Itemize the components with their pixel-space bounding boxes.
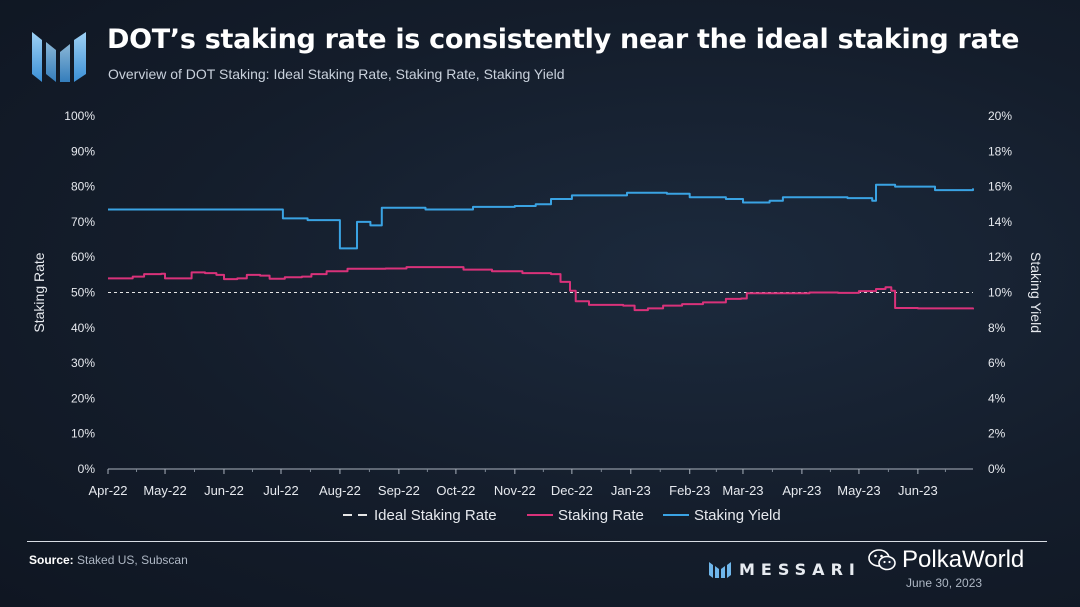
x-tick-label: Jun-23 xyxy=(898,483,938,498)
y-left-tick-label: 70% xyxy=(71,215,95,229)
y-right-tick-label: 12% xyxy=(988,250,1012,264)
y-left-tick-label: 20% xyxy=(71,391,95,405)
source-label: Source: xyxy=(29,553,74,567)
x-tick-label: Apr-23 xyxy=(782,483,821,498)
y-right-tick-label: 8% xyxy=(988,321,1006,335)
y-right-tick-label: 0% xyxy=(988,462,1006,476)
y-left-tick-label: 10% xyxy=(71,427,95,441)
y-left-tick-label: 80% xyxy=(71,180,95,194)
staking-yield-series-line xyxy=(108,183,974,250)
x-tick-label: Mar-23 xyxy=(722,483,763,498)
x-tick-label: Sep-22 xyxy=(378,483,420,498)
x-tick-label: Aug-22 xyxy=(319,483,361,498)
x-tick-label: May-23 xyxy=(837,483,880,498)
x-tick-label: Apr-22 xyxy=(88,483,127,498)
legend-label: Staking Rate xyxy=(558,507,644,524)
y-left-axis-title: Staking Rate xyxy=(31,252,47,332)
watermark: PolkaWorld xyxy=(868,546,1024,574)
y-right-tick-label: 18% xyxy=(988,144,1012,158)
page-subtitle: Overview of DOT Staking: Ideal Staking R… xyxy=(108,66,565,82)
watermark-text: PolkaWorld xyxy=(902,546,1025,573)
staking-rate-series-line xyxy=(108,266,974,312)
y-left-tick-label: 0% xyxy=(78,462,96,476)
y-left-tick-label: 40% xyxy=(71,321,95,335)
y-right-tick-label: 6% xyxy=(988,356,1006,370)
y-left-tick-label: 50% xyxy=(71,286,95,300)
page-title: DOT’s staking rate is consistently near … xyxy=(107,24,1020,55)
x-tick-label: Jun-22 xyxy=(204,483,244,498)
y-right-tick-label: 20% xyxy=(988,109,1012,123)
messari-brand: MESSARI xyxy=(709,560,861,579)
y-right-tick-label: 14% xyxy=(988,215,1012,229)
y-left-tick-label: 60% xyxy=(71,250,95,264)
messari-wordmark: MESSARI xyxy=(739,560,861,579)
legend-label: Ideal Staking Rate xyxy=(374,507,497,524)
legend-label: Staking Yield xyxy=(694,507,781,524)
y-left-tick-label: 90% xyxy=(71,144,95,158)
x-tick-label: Feb-23 xyxy=(669,483,710,498)
x-tick-label: Jan-23 xyxy=(611,483,651,498)
report-date: June 30, 2023 xyxy=(906,576,983,590)
messari-small-logo-icon xyxy=(709,561,731,578)
x-tick-label: Dec-22 xyxy=(551,483,593,498)
source-note: Source: Staked US, Subscan xyxy=(29,553,188,567)
x-tick-label: Oct-22 xyxy=(436,483,475,498)
x-tick-label: May-22 xyxy=(143,483,186,498)
y-left-tick-label: 100% xyxy=(64,109,95,123)
y-right-tick-label: 16% xyxy=(988,180,1012,194)
wechat-icon xyxy=(868,549,896,571)
y-right-tick-label: 2% xyxy=(988,427,1006,441)
y-right-tick-label: 10% xyxy=(988,286,1012,300)
source-text: Staked US, Subscan xyxy=(77,553,188,567)
x-tick-label: Nov-22 xyxy=(494,483,536,498)
y-left-tick-label: 30% xyxy=(71,356,95,370)
y-right-axis-title: Staking Yield xyxy=(1028,252,1044,333)
messari-logo-icon xyxy=(32,32,86,82)
y-right-tick-label: 4% xyxy=(988,391,1006,405)
footer-divider xyxy=(27,541,1047,542)
x-tick-label: Jul-22 xyxy=(263,483,298,498)
